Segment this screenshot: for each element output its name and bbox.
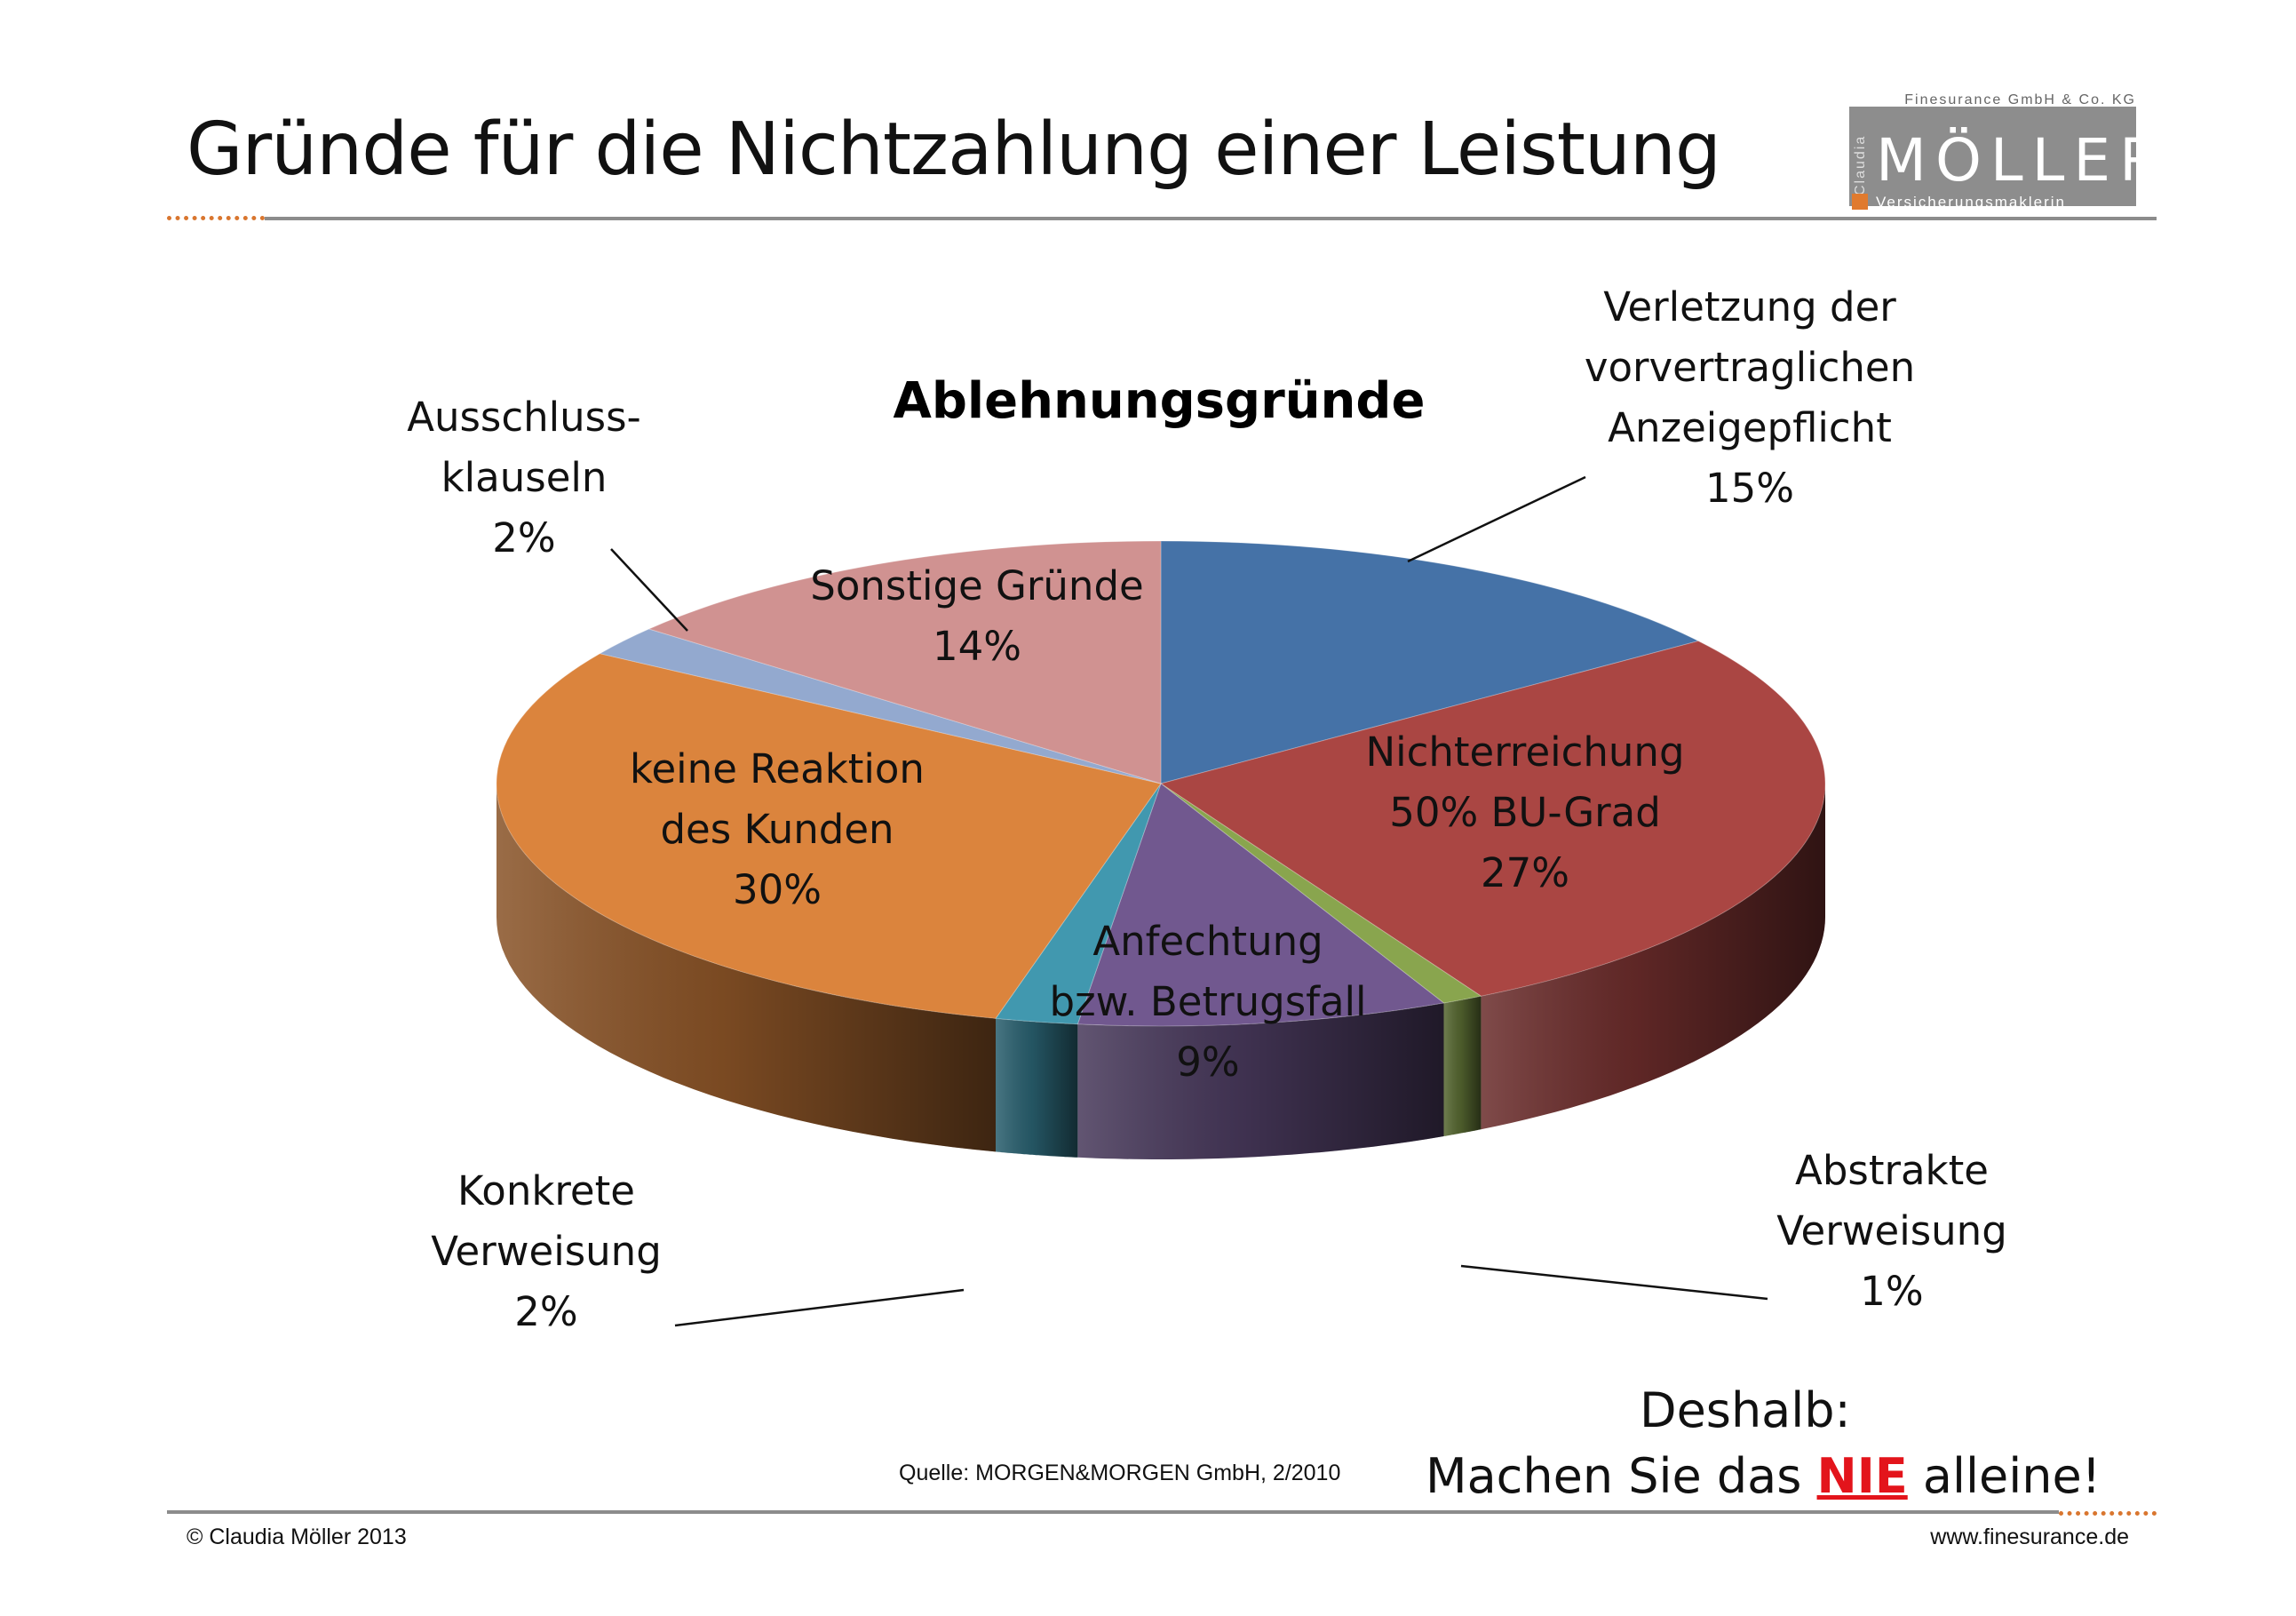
slice-label-0-line-2: Anzeigepflicht (1608, 404, 1892, 451)
pie-leader-lines (610, 475, 1768, 1327)
source-note: Quelle: MORGEN&MORGEN GmbH, 2/2010 (899, 1461, 1341, 1485)
pie-side-shade-5 (497, 784, 996, 1152)
footer-divider (167, 1510, 2059, 1514)
pie-slice-2 (1160, 783, 1482, 1004)
pie-slice-6 (599, 628, 1162, 784)
pie-side-shade-1 (1481, 784, 1825, 1130)
logo-subtitle: Versicherungsmaklerin (1876, 194, 2066, 211)
slice-label-5-line-2: 30% (733, 866, 822, 913)
pie-slice-7 (647, 540, 1162, 784)
pie-labels: Verletzung der vorvertraglichen Anzeigepfl… (407, 283, 2007, 1335)
slice-label-0-line-1: vorvertraglichen (1585, 344, 1915, 391)
slice-label-2-line-2: 1% (1860, 1268, 1923, 1315)
slice-label-6-line-2: 2% (492, 514, 555, 561)
pie-sides (497, 784, 1825, 1159)
slice-label-7-line-0: Sonstige Gründe (810, 562, 1143, 609)
pie-slice-4 (995, 783, 1162, 1025)
page-title: Gründe für die Nichtzahlung einer Leistu… (187, 107, 1721, 192)
slice-label-3-line-1: bzw. Betrugsfall (1049, 978, 1366, 1025)
leader-line-2 (1460, 1264, 1768, 1301)
footer-accent-dots (2059, 1511, 2157, 1516)
slice-label-1-line-1: 50% BU-Grad (1389, 789, 1661, 836)
logo-company-name: Finesurance GmbH & Co. KG (1904, 92, 2136, 107)
callout-statement: Machen Sie das NIE alleine! (1426, 1448, 2101, 1504)
slice-label-3-line-2: 9% (1176, 1039, 1239, 1086)
logo-surname: MÖLLER (1876, 126, 2169, 195)
callout-prefix: Machen Sie das (1426, 1448, 1817, 1504)
title-divider (265, 217, 2157, 220)
callout-emphasis: NIE (1816, 1448, 1908, 1504)
leader-line-6 (610, 548, 688, 632)
pie-slice-1 (1159, 640, 1826, 997)
leader-line-0 (1407, 475, 1586, 563)
slice-label-0-line-3: 15% (1705, 465, 1794, 512)
pie-slice-0 (1160, 540, 1700, 784)
pie-side-shade-3 (1077, 1003, 1444, 1159)
slice-label-6-line-1: klauseln (441, 454, 608, 501)
slice-label-5-line-0: keine Reaktion (630, 745, 925, 792)
slice-label-2-line-0: Abstrakte (1795, 1147, 1989, 1194)
company-logo: Finesurance GmbH & Co. KG Claudia MÖLLER… (1849, 92, 2160, 211)
slice-label-4-line-1: Verweisung (431, 1228, 662, 1275)
slice-label-2-line-1: Verweisung (1776, 1207, 2007, 1254)
slice-label-1-line-2: 27% (1481, 849, 1569, 896)
chart-title: Ablehnungsgründe (894, 372, 1426, 430)
title-accent-dots (167, 216, 265, 220)
slice-label-5-line-1: des Kunden (660, 806, 894, 853)
logo-box: Claudia MÖLLER Versicherungsmaklerin (1849, 107, 2160, 211)
pie-tops (496, 540, 1826, 1027)
slice-label-3-line-0: Anfechtung (1092, 918, 1323, 965)
slice-label-1-line-0: Nichterreichung (1365, 728, 1684, 776)
slice-label-4-line-2: 2% (514, 1288, 577, 1335)
pie-side-shade-4 (996, 1018, 1078, 1158)
slice-label-4-line-0: Konkrete (457, 1167, 635, 1214)
slice-label-0-line-0: Verletzung der (1603, 283, 1896, 330)
pie-slice-3 (1076, 783, 1445, 1027)
callout-suffix: alleine! (1907, 1448, 2101, 1504)
pie-slice-5 (496, 653, 1162, 1019)
callout-heading: Deshalb: (1640, 1382, 1851, 1438)
copyright-text: © Claudia Möller 2013 (187, 1524, 407, 1549)
leader-line-4 (674, 1288, 965, 1327)
pie-side-shade-2 (1443, 996, 1482, 1136)
slice-label-6-line-0: Ausschluss- (407, 394, 641, 441)
slice-label-7-line-1: 14% (933, 623, 1021, 670)
website-link[interactable]: www.finesurance.de (1930, 1524, 2129, 1549)
logo-accent-square (1852, 194, 1868, 210)
